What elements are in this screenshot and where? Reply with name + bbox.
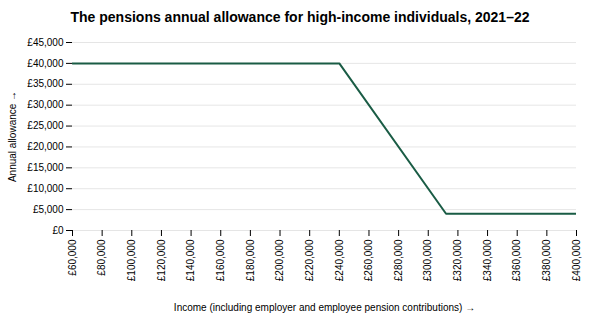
svg-text:£30,000: £30,000 <box>27 99 64 110</box>
svg-text:£80,000: £80,000 <box>96 239 107 276</box>
svg-text:£140,000: £140,000 <box>185 239 196 281</box>
svg-text:£40,000: £40,000 <box>27 58 64 69</box>
svg-text:£100,000: £100,000 <box>126 239 137 281</box>
svg-text:£360,000: £360,000 <box>511 239 522 281</box>
svg-text:£10,000: £10,000 <box>27 183 64 194</box>
svg-text:£20,000: £20,000 <box>27 141 64 152</box>
svg-text:Annual allowance →: Annual allowance → <box>7 91 18 182</box>
svg-text:£380,000: £380,000 <box>541 239 552 281</box>
svg-text:£25,000: £25,000 <box>27 120 64 131</box>
svg-text:£280,000: £280,000 <box>393 239 404 281</box>
svg-text:£60,000: £60,000 <box>67 239 78 276</box>
svg-text:£400,000: £400,000 <box>571 239 582 281</box>
svg-text:£0: £0 <box>52 225 64 236</box>
svg-text:£5,000: £5,000 <box>33 204 64 215</box>
svg-text:£120,000: £120,000 <box>156 239 167 281</box>
svg-text:£240,000: £240,000 <box>334 239 345 281</box>
html-text:The pensions annual allowance: The pensions annual allowance for high-i… <box>70 9 530 25</box>
svg-text:£300,000: £300,000 <box>422 239 433 281</box>
svg-text:£45,000: £45,000 <box>27 37 64 48</box>
svg-text:£35,000: £35,000 <box>27 78 64 89</box>
svg-text:£180,000: £180,000 <box>245 239 256 281</box>
svg-text:Income (including employer and: Income (including employer and employee … <box>174 302 475 313</box>
svg-text:£260,000: £260,000 <box>363 239 374 281</box>
svg-text:£220,000: £220,000 <box>304 239 315 281</box>
svg-text:£320,000: £320,000 <box>452 239 463 281</box>
svg-text:£340,000: £340,000 <box>482 239 493 281</box>
svg-text:£200,000: £200,000 <box>274 239 285 281</box>
svg-text:£160,000: £160,000 <box>215 239 226 281</box>
svg-text:£15,000: £15,000 <box>27 162 64 173</box>
